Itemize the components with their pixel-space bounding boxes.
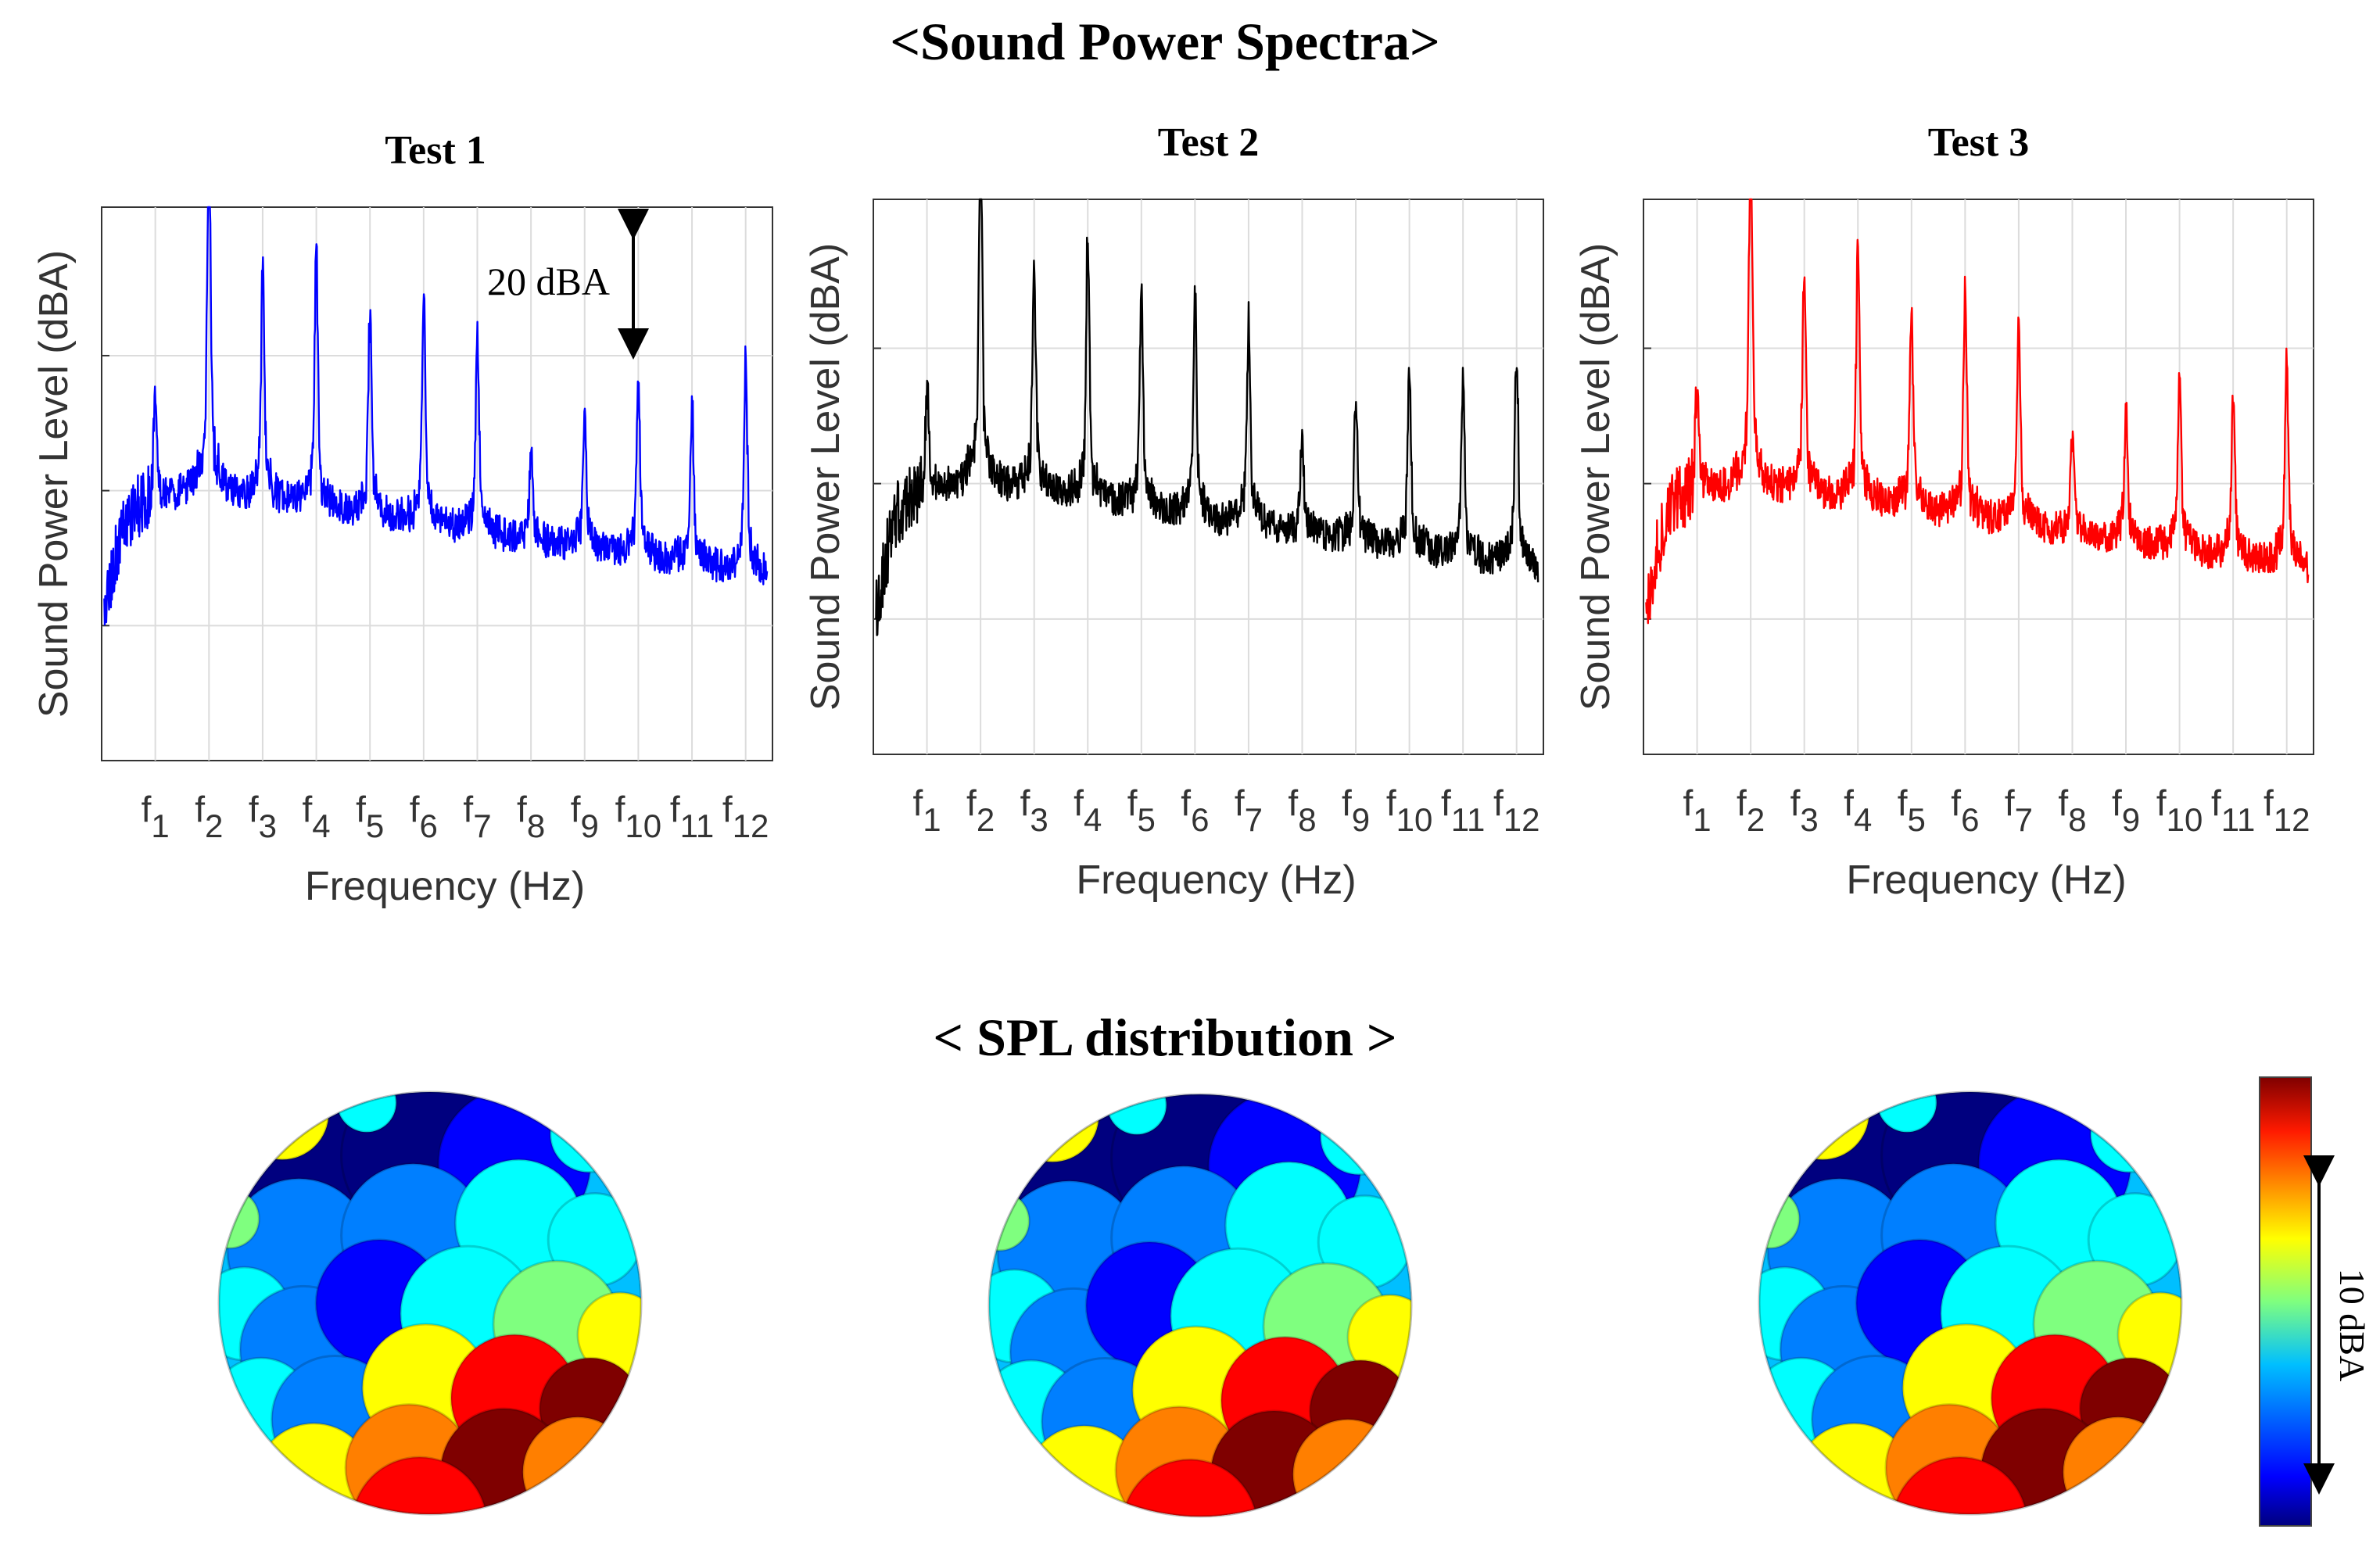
x-tick-label: f7 bbox=[463, 789, 491, 844]
chart-test-1: f1 f2 f3 f4 f5 f6 f7 f8 f9 f10 f11 f12 Test 1 Frequen… bbox=[31, 128, 773, 909]
x-tick-label: f8 bbox=[517, 789, 545, 844]
spl-patch bbox=[1120, 1458, 1259, 1517]
spl-patch bbox=[1319, 1097, 1398, 1176]
spl-patch bbox=[350, 1456, 489, 1514]
chart-title: Test 1 bbox=[385, 128, 486, 173]
x-tick-label: f4 bbox=[302, 789, 330, 844]
spl-patch bbox=[235, 1092, 330, 1161]
x-tick-label: f3 bbox=[1020, 782, 1048, 838]
spl-title: < SPL distribution > bbox=[933, 1008, 1396, 1067]
x-tick-label: f6 bbox=[410, 789, 438, 844]
spl-patch bbox=[1891, 1456, 2029, 1514]
x-tick-label: f2 bbox=[1737, 782, 1765, 838]
x-axis-label: Frequency (Hz) bbox=[1076, 858, 1356, 903]
spl-spheres bbox=[217, 1090, 2183, 1518]
spectrum-line bbox=[875, 198, 1539, 636]
x-tick-label: f10 bbox=[2156, 782, 2203, 838]
spl-patch bbox=[1775, 1092, 1870, 1161]
x-tick-label: f2 bbox=[195, 789, 223, 844]
x-tick-label: f6 bbox=[1181, 782, 1209, 838]
x-tick-label: f11 bbox=[2211, 782, 2255, 838]
x-tick-label: f3 bbox=[249, 789, 277, 844]
x-tick-label: f1 bbox=[912, 782, 941, 838]
x-tick-label: f10 bbox=[1386, 782, 1433, 838]
x-axis-label: Frequency (Hz) bbox=[305, 864, 585, 909]
spl-patch bbox=[522, 1416, 634, 1514]
colorbar: 10 dBA bbox=[2259, 1076, 2372, 1527]
y-axis-label: Sound Power Level (dBA) bbox=[31, 250, 77, 718]
spl-patch bbox=[1292, 1418, 1404, 1517]
chart-title: Test 2 bbox=[1158, 120, 1260, 165]
spectrum-line bbox=[103, 206, 769, 626]
spl-patch bbox=[1005, 1094, 1100, 1163]
spl-sphere-test-1 bbox=[217, 1090, 643, 1516]
colorbar-gradient bbox=[2259, 1076, 2312, 1527]
x-tick-label: f11 bbox=[670, 789, 714, 844]
x-tick-label: f6 bbox=[1951, 782, 1979, 838]
x-tick-label: f10 bbox=[615, 789, 662, 844]
scale-annotation: 20 dBA bbox=[487, 260, 610, 303]
x-tick-label: f4 bbox=[1074, 782, 1102, 838]
spl-patch bbox=[549, 1094, 628, 1174]
spl-sphere-test-3 bbox=[1758, 1090, 2183, 1516]
spl-sphere-test-2 bbox=[987, 1093, 1413, 1518]
x-tick-label: f7 bbox=[2005, 782, 2033, 838]
plot-area bbox=[873, 199, 1544, 755]
spl-patch bbox=[2062, 1416, 2174, 1514]
x-tick-label: f5 bbox=[1127, 782, 1156, 838]
x-tick-label: f12 bbox=[2264, 782, 2310, 838]
y-axis-label: Sound Power Level (dBA) bbox=[1573, 243, 1618, 711]
x-tick-label: f12 bbox=[1493, 782, 1540, 838]
sphere-outline bbox=[987, 1093, 1413, 1518]
chart-test-3: f1 f2 f3 f4 f5 f6 f7 f8 f9 f10 f11 f12 Test 3 Frequen… bbox=[1573, 120, 2314, 903]
figure-title: <Sound Power Spectra> bbox=[890, 12, 1439, 71]
x-tick-label: f2 bbox=[966, 782, 995, 838]
x-tick-label: f4 bbox=[1844, 782, 1872, 838]
x-tick-label: f1 bbox=[1683, 782, 1711, 838]
x-tick-label: f7 bbox=[1235, 782, 1263, 838]
sphere-outline bbox=[217, 1090, 643, 1516]
x-tick-label: f5 bbox=[1898, 782, 1926, 838]
plot-area bbox=[1643, 199, 2314, 755]
chart-test-2: f1 f2 f3 f4 f5 f6 f7 f8 f9 f10 f11 f12 Test 2 Frequen… bbox=[803, 120, 1544, 903]
x-tick-label: f3 bbox=[1790, 782, 1819, 838]
x-tick-label: f8 bbox=[1288, 782, 1316, 838]
plot-area bbox=[101, 206, 773, 761]
x-tick-label: f1 bbox=[142, 789, 170, 844]
x-tick-label: f9 bbox=[1342, 782, 1370, 838]
sphere-outline bbox=[1758, 1090, 2183, 1516]
spectrum-line bbox=[1645, 198, 2310, 625]
x-tick-label: f12 bbox=[722, 789, 769, 844]
x-tick-label: f11 bbox=[1441, 782, 1485, 838]
x-tick-label: f9 bbox=[2112, 782, 2140, 838]
x-tick-label: f5 bbox=[356, 789, 384, 844]
chart-title: Test 3 bbox=[1928, 120, 2030, 165]
x-tick-label: f8 bbox=[2058, 782, 2086, 838]
colorbar-label: 10 dBA bbox=[2332, 1269, 2372, 1381]
x-tick-label: f9 bbox=[571, 789, 599, 844]
y-axis-label: Sound Power Level (dBA) bbox=[803, 243, 848, 711]
spl-patch bbox=[2089, 1094, 2168, 1174]
x-axis-label: Frequency (Hz) bbox=[1846, 858, 2126, 903]
